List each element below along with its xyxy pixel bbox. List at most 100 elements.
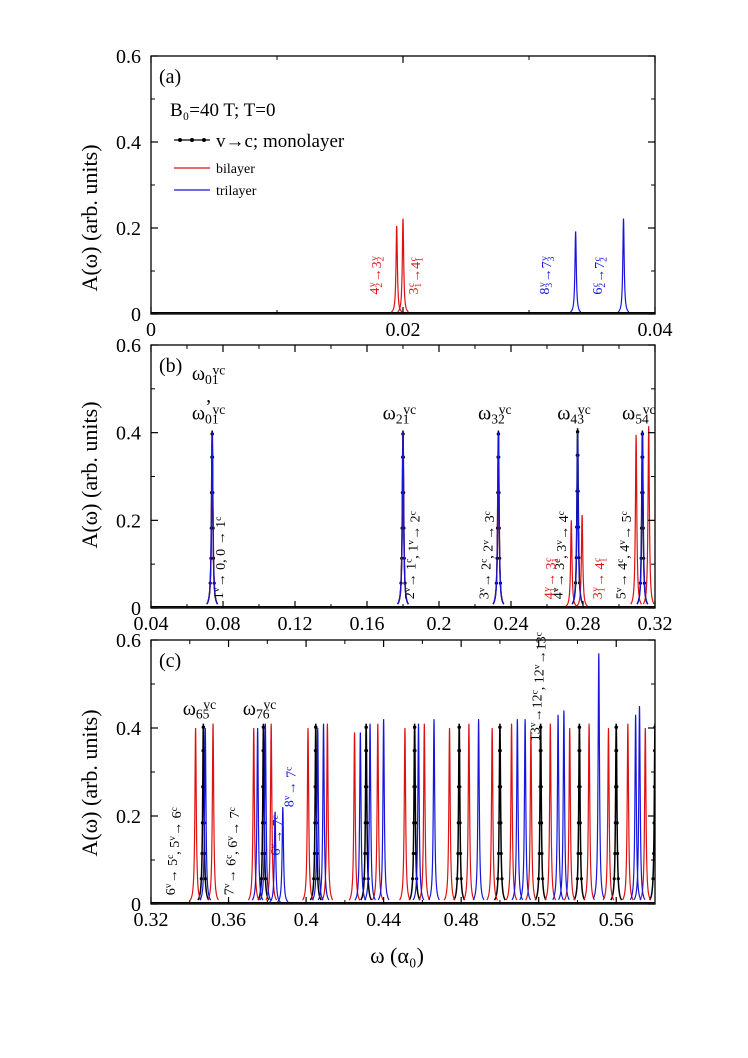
x-tick-label: 0.56 <box>599 909 634 931</box>
marker-point <box>500 877 504 881</box>
marker-point <box>576 851 580 856</box>
marker-point <box>316 877 320 881</box>
legend-entry-bilayer: bilayer <box>174 162 255 177</box>
marker-point <box>362 877 366 881</box>
marker-point <box>203 877 207 881</box>
marker-point <box>537 851 541 856</box>
panel-a: 0 0.2 0.4 0.6 0 0.02 0.04 (a) 42v→32v 31c→41c 83v→… <box>116 46 673 341</box>
marker-point <box>537 877 541 881</box>
peak-bilayer <box>576 515 588 607</box>
x-tick-label: 0.48 <box>444 909 479 931</box>
y-tick-label: 0.6 <box>116 335 141 357</box>
transition-annotation: 31c→41c <box>407 257 426 295</box>
peak-bilayer <box>390 225 403 313</box>
marker-point <box>576 430 580 434</box>
marker-point <box>496 877 500 881</box>
peak-trilayer <box>633 705 646 900</box>
peak-trilayer <box>317 723 330 901</box>
peak-trilayer <box>428 719 440 901</box>
marker-point <box>364 725 368 729</box>
y-tick-label: 0 <box>131 304 141 326</box>
x-tick-label: 0.28 <box>566 613 601 635</box>
y-tick-label: 0.2 <box>116 218 141 240</box>
peak-bilayer <box>207 723 219 901</box>
peak-bilayer <box>565 520 578 607</box>
x-tick-label: 0.08 <box>206 613 241 635</box>
series-bilayer <box>189 723 652 901</box>
marker-point <box>365 821 369 825</box>
marker-point <box>455 877 459 881</box>
omega-label: , <box>206 385 211 407</box>
peak-trilayer <box>552 714 564 901</box>
marker-point <box>498 725 502 729</box>
marker-point <box>363 851 367 856</box>
peak-bilayer <box>397 218 409 313</box>
marker-point <box>413 725 417 729</box>
peak-trilayer <box>636 432 649 605</box>
legend-label-bilayer: bilayer <box>216 162 255 177</box>
y-tick-label: 0.6 <box>116 46 141 68</box>
peak-bilayer <box>486 727 499 901</box>
marker-point <box>578 821 582 825</box>
y-tick-label: 0.6 <box>116 630 141 652</box>
peak-bilayer <box>463 723 475 901</box>
marker-point <box>578 749 582 753</box>
marker-point <box>612 877 616 881</box>
marker-point <box>201 725 206 729</box>
marker-point <box>260 851 264 856</box>
marker-point <box>615 821 619 825</box>
transition-annotation: 6v→ 7c <box>269 815 286 856</box>
omega-label: ω01vc <box>192 362 225 387</box>
y-axis-label-c: A(ω) (arb. units) <box>77 709 102 856</box>
peak-trilayer <box>199 727 212 901</box>
marker-point <box>498 785 503 789</box>
marker-point <box>458 821 462 825</box>
x-tick-label: 0.32 <box>134 909 169 931</box>
marker-point <box>651 877 655 881</box>
y-tick-label: 0.4 <box>116 132 141 154</box>
transition-annotation: 13v→12c, 12v→13c <box>529 632 550 741</box>
x-tick-label: 0.12 <box>278 613 313 635</box>
panel-c: 0 0.2 0.4 0.6 0.32 0.36 0.4 0.44 0.48 0.52 0.56 (c)… <box>116 630 656 931</box>
x-tick-label: 0.24 <box>494 613 529 635</box>
peak-bilayer <box>525 732 537 901</box>
series-bilayer <box>390 218 409 313</box>
peak-trilayer <box>354 732 367 901</box>
series-trilayer <box>206 432 649 605</box>
transition-annotation: 62c→72c <box>591 257 610 295</box>
x-tick-label: 0.2 <box>427 613 452 635</box>
peak-bilayer <box>642 426 655 605</box>
y-tick-label: 0.2 <box>116 510 141 532</box>
omega-label: ω54vc <box>622 402 655 427</box>
x-tick-label: 0.36 <box>211 909 246 931</box>
marker-point <box>411 877 415 881</box>
peak-bilayer <box>639 727 652 901</box>
legend-entry-monolayer: v→c; monolayer <box>174 131 345 152</box>
peak-monolayer <box>534 723 547 901</box>
transition-annotation: 42v→32v <box>368 256 387 295</box>
peak-trilayer <box>397 432 409 605</box>
omega-label: ω01vc <box>192 402 225 427</box>
marker-point <box>199 877 203 881</box>
omega-label: ω65vc <box>183 697 216 722</box>
peak-trilayer <box>259 723 272 901</box>
marker-point <box>541 877 545 881</box>
peak-monolayer <box>648 723 655 901</box>
marker-point <box>614 749 619 753</box>
marker-point <box>615 785 619 789</box>
panel-label: (a) <box>159 66 181 88</box>
marker-point <box>579 851 583 856</box>
marker-point <box>499 821 503 825</box>
marker-point <box>200 851 204 856</box>
transition-annotation: 1v→ 0, 0 → 1c <box>212 517 229 600</box>
transition-annotation: 8v→ 7c <box>283 767 300 808</box>
peak-bilayer <box>247 727 260 901</box>
transition-annotation: 5v→ 4c, 4v→ 5c <box>614 511 635 599</box>
transition-annotation: 41v→ 31c <box>542 557 561 599</box>
marker-point <box>458 851 463 856</box>
peak-monolayer <box>408 723 421 901</box>
peak-bilayer <box>302 727 314 901</box>
omega-label: ω21vc <box>383 402 416 427</box>
transition-annotation: 7v→ 6c, 6v→ 7c <box>222 807 243 895</box>
marker-point <box>413 785 417 789</box>
